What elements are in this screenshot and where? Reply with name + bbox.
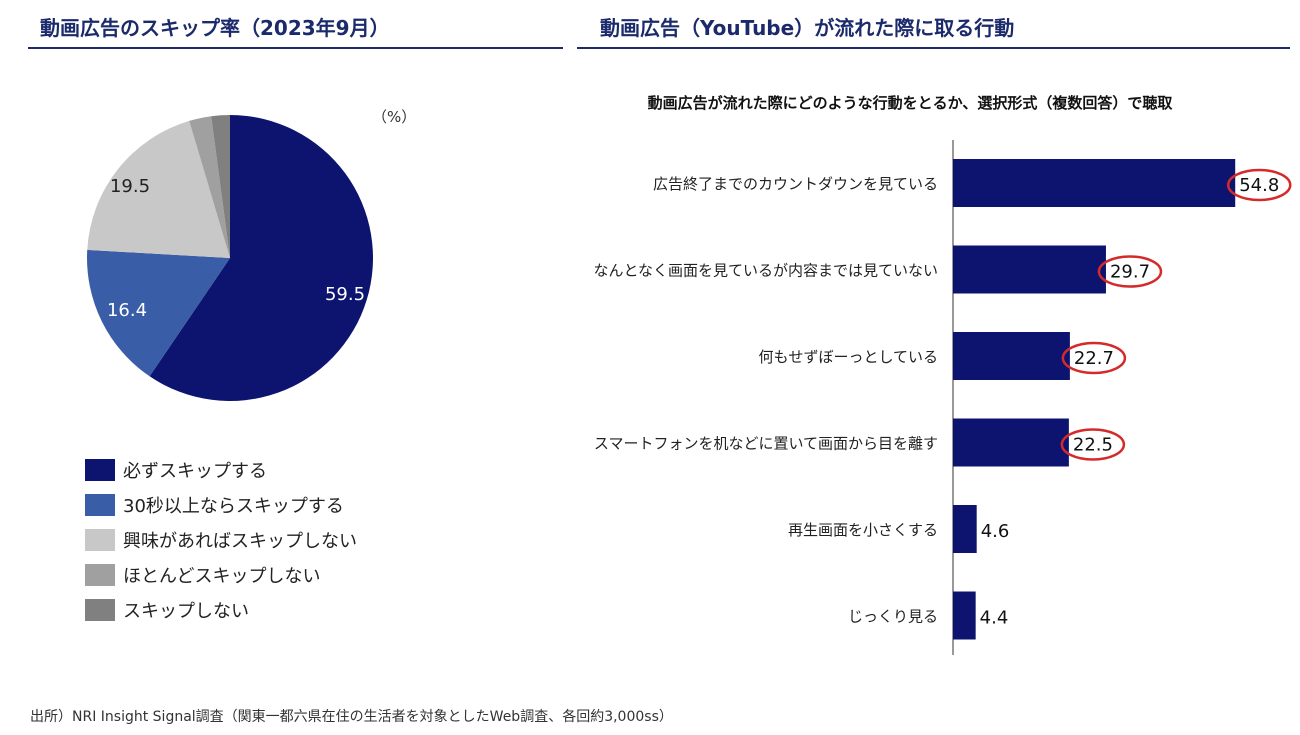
bar-category-label: なんとなく画面を見ているが内容までは見ていない <box>593 262 938 280</box>
pie-slice-label: 16.4 <box>107 300 147 321</box>
bar-title: 動画広告（YouTube）が流れた際に取る行動 <box>600 16 1015 40</box>
legend-item: 興味があればスキップしない <box>85 522 357 557</box>
pie-slice <box>189 116 230 258</box>
bar <box>953 245 1106 294</box>
bar-category-label: 何もせずぼーっとしている <box>758 348 938 366</box>
bar-value-label: 22.7 <box>1074 348 1114 369</box>
legend-swatch <box>85 563 115 586</box>
divider <box>28 47 563 49</box>
pie-slice-label: 19.5 <box>110 176 150 197</box>
legend-item: ほとんどスキップしない <box>85 557 357 592</box>
bar-value-label: 22.5 <box>1073 435 1113 456</box>
source-note: 出所）NRI Insight Signal調査（関東一都六県在住の生活者を対象と… <box>30 709 673 725</box>
bar <box>953 159 1236 207</box>
legend-swatch <box>85 458 115 481</box>
highlight-ellipse <box>1226 168 1292 202</box>
highlight-ellipse <box>1097 255 1163 288</box>
pie-slice <box>149 115 373 402</box>
highlight-ellipse <box>1060 428 1126 461</box>
legend-label: 興味があればスキップしない <box>123 530 357 552</box>
pie-slice-label: 59.5 <box>325 284 365 305</box>
bar-value-label: 4.6 <box>981 521 1010 542</box>
bar <box>953 591 976 640</box>
pie-title: 動画広告のスキップ率（2023年9月） <box>40 16 390 40</box>
legend-label: 必ずスキップする <box>123 460 267 482</box>
legend-label: ほとんどスキップしない <box>123 565 321 587</box>
bar-category-label: 再生画面を小さくする <box>788 521 938 539</box>
pie-unit-label: （%） <box>372 108 416 126</box>
pie-slice <box>87 120 230 258</box>
bar <box>953 505 977 553</box>
pie-slice <box>211 115 230 258</box>
legend-label: スキップしない <box>123 600 249 622</box>
legend-swatch <box>85 598 115 621</box>
bar-value-label: 4.4 <box>980 608 1009 629</box>
legend-swatch <box>85 528 115 551</box>
bar-category-label: スマートフォンを机などに置いて画面から目を離す <box>594 435 938 453</box>
divider <box>577 47 1290 49</box>
bar-category-label: 広告終了までのカウントダウンを見ている <box>653 175 938 193</box>
legend-label: 30秒以上ならスキップする <box>123 495 344 517</box>
legend-item: 必ずスキップする <box>85 452 357 487</box>
legend-item: スキップしない <box>85 592 357 627</box>
bar-value-label: 29.7 <box>1110 262 1150 283</box>
bar-subtitle: 動画広告が流れた際にどのような行動をとるか、選択形式（複数回答）で聴取 <box>648 94 1174 112</box>
bar <box>953 418 1069 467</box>
pie-legend: 必ずスキップする 30秒以上ならスキップする 興味があればスキップしない ほとんどスキ… <box>85 452 357 627</box>
bar-value-label: 54.8 <box>1239 175 1279 196</box>
highlight-ellipse <box>1061 341 1127 375</box>
bar-category-label: じっくり見る <box>848 608 938 626</box>
bar <box>953 332 1070 380</box>
legend-swatch <box>85 493 115 516</box>
pie-slice <box>86 249 230 377</box>
legend-item: 30秒以上ならスキップする <box>85 487 357 522</box>
